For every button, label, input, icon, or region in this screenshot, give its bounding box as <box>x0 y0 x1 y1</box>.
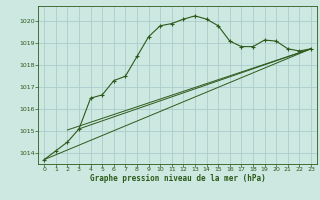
X-axis label: Graphe pression niveau de la mer (hPa): Graphe pression niveau de la mer (hPa) <box>90 174 266 183</box>
